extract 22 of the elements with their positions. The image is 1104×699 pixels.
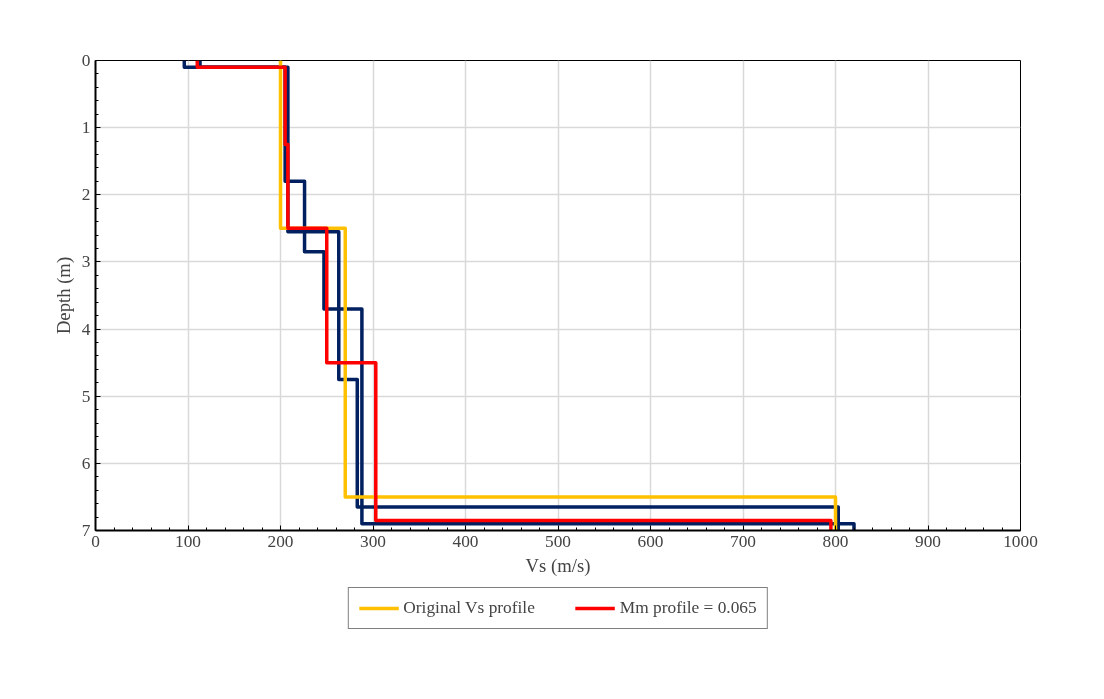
y-tick-label: 5	[81, 386, 91, 406]
y-tick-label: 3	[81, 252, 91, 272]
y-tick-label: 6	[81, 453, 91, 473]
y-tick-label: 1	[81, 118, 91, 138]
x-tick-label: 400	[452, 531, 479, 551]
y-axis-title: Depth (m)	[52, 256, 75, 335]
x-tick-label: 700	[730, 531, 756, 551]
x-tick-label: 500	[545, 531, 571, 551]
y-tick-label: 2	[81, 185, 91, 205]
y-tick-label: 7	[81, 521, 91, 540]
y-tick-label: 0	[81, 51, 91, 70]
x-tick-label: 800	[822, 531, 849, 551]
x-tick-label: 900	[915, 531, 941, 551]
legend-label: Mm profile = 0.065	[619, 598, 757, 618]
x-tick-label: 300	[360, 531, 386, 551]
x-tick-label: 200	[267, 531, 294, 551]
x-tick-label: 600	[637, 531, 664, 551]
y-tick-label: 4	[81, 319, 91, 339]
x-axis-title: Vs (m/s)	[525, 554, 591, 577]
x-tick-label: 1000	[1003, 531, 1038, 551]
x-tick-label: 100	[175, 531, 201, 551]
legend-label: Original Vs profile	[403, 598, 535, 618]
